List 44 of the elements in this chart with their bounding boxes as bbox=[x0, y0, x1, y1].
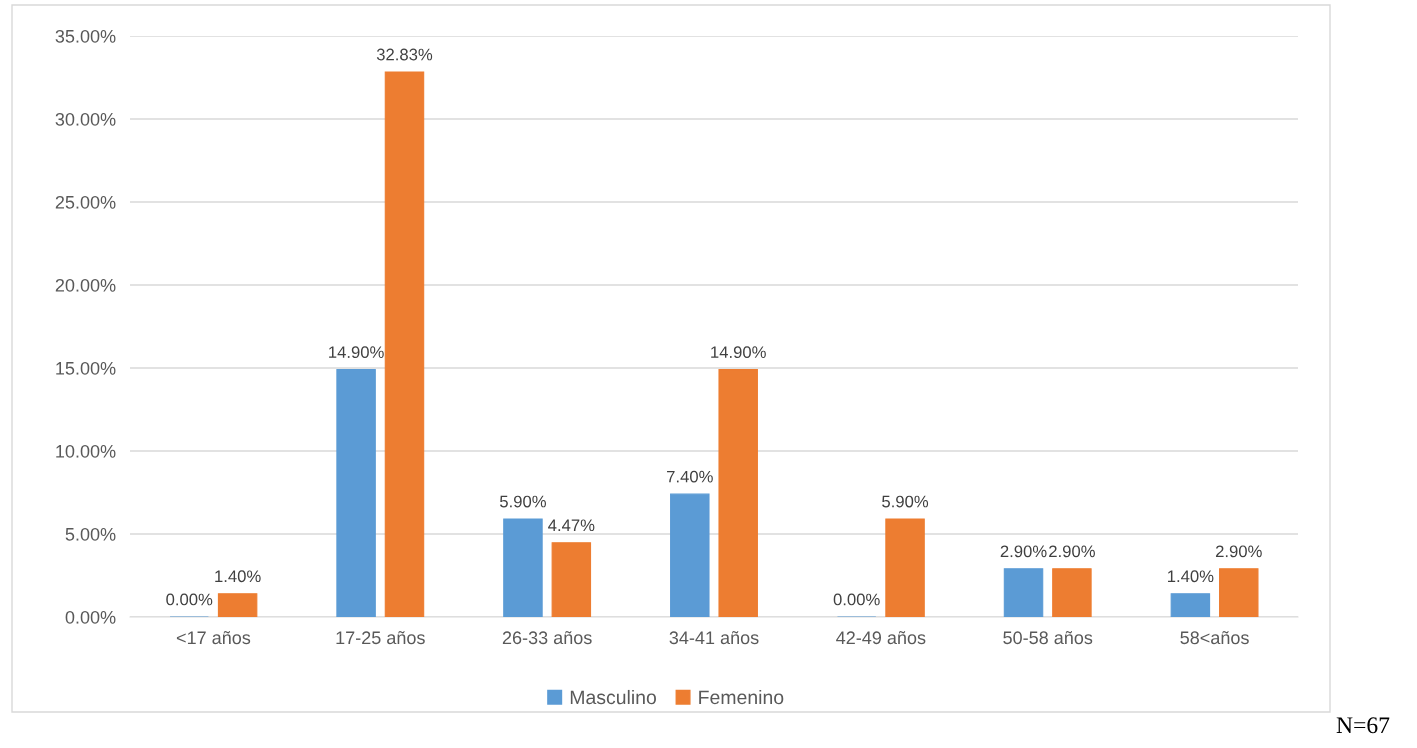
data-label: 0.00% bbox=[166, 593, 213, 606]
legend-label: Femenino bbox=[699, 689, 784, 705]
data-label: 32.83% bbox=[376, 48, 433, 61]
bar bbox=[718, 369, 758, 617]
data-label: 7.40% bbox=[667, 470, 713, 483]
y-tick-label: 0.00% bbox=[65, 610, 116, 624]
y-tick-label: 30.00% bbox=[55, 112, 116, 126]
bar bbox=[1003, 568, 1044, 617]
x-tick-label: <17 años bbox=[176, 631, 251, 645]
bar bbox=[551, 542, 592, 617]
data-label: 14.90% bbox=[329, 346, 384, 359]
bar bbox=[670, 493, 710, 617]
bar bbox=[885, 518, 925, 617]
bar bbox=[384, 71, 425, 617]
x-tick-label: 17-25 años bbox=[336, 631, 425, 645]
data-label: 5.90% bbox=[882, 495, 929, 508]
x-tick-label: 42-49 años bbox=[836, 631, 926, 645]
x-tick-label: 26-33 años bbox=[502, 631, 592, 645]
y-tick-label: 10.00% bbox=[56, 444, 116, 458]
bar bbox=[1219, 568, 1259, 617]
bar bbox=[503, 518, 543, 617]
y-tick-label: 5.00% bbox=[65, 527, 116, 541]
x-tick-label: 34-41 años bbox=[669, 631, 759, 645]
data-label: 14.90% bbox=[711, 346, 766, 359]
bar bbox=[217, 593, 258, 617]
data-label: 2.90% bbox=[1215, 545, 1262, 558]
y-tick-label: 15.00% bbox=[56, 361, 116, 375]
bar bbox=[1052, 568, 1092, 617]
legend-label: Masculino bbox=[570, 689, 656, 705]
data-label: 2.90% bbox=[1000, 545, 1047, 558]
y-tick-label: 25.00% bbox=[55, 195, 116, 209]
y-tick-label: 20.00% bbox=[55, 278, 116, 292]
data-label: 2.90% bbox=[1049, 545, 1095, 558]
data-label: 4.47% bbox=[548, 519, 595, 532]
data-label: 1.40% bbox=[1168, 570, 1214, 583]
bar bbox=[336, 369, 376, 617]
x-tick-label: 50-58 años bbox=[1003, 631, 1093, 645]
bar bbox=[1170, 593, 1211, 617]
x-tick-label: 58<años bbox=[1180, 631, 1249, 645]
data-label: 5.90% bbox=[499, 495, 546, 508]
data-label: 1.40% bbox=[215, 570, 261, 583]
data-label: 0.00% bbox=[833, 593, 880, 606]
text: N=67 bbox=[1336, 717, 1390, 734]
y-tick-label: 35.00% bbox=[55, 29, 116, 43]
